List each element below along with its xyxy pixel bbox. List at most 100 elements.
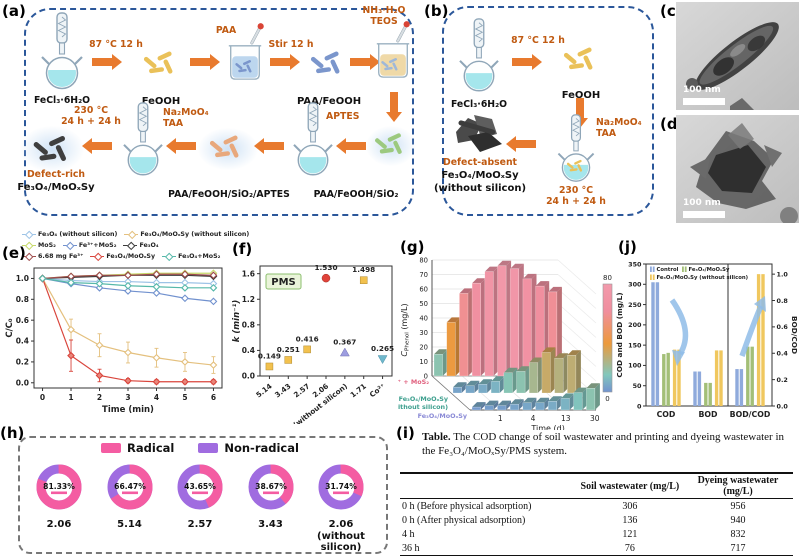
final-tag: Defect-rich bbox=[26, 169, 86, 180]
data-point bbox=[209, 361, 218, 369]
chart-text: 0.2 bbox=[16, 358, 29, 367]
z-tick-label: 50 bbox=[419, 300, 428, 308]
donut-label: 5.14 bbox=[117, 519, 142, 530]
donut-item: 31.74% 2.06 (without silicon) bbox=[308, 460, 374, 553]
chart-text: 6 bbox=[211, 393, 216, 402]
donut-percentage: 43.65% bbox=[184, 482, 216, 491]
table-cell: 940 bbox=[730, 514, 746, 526]
data-point bbox=[95, 271, 104, 280]
data-point bbox=[95, 279, 104, 288]
table-cell: 36 h bbox=[402, 542, 420, 554]
table-caption-bold: Table. bbox=[422, 431, 451, 443]
table-row: 4 h 121 832 bbox=[400, 527, 793, 541]
bar-top bbox=[453, 382, 467, 388]
left-arrow-icon bbox=[346, 142, 366, 150]
x-axis-label: Time (d) bbox=[530, 424, 564, 430]
table-header-cell bbox=[400, 473, 577, 499]
table-cell: 0 h (After physical adsorption) bbox=[402, 514, 526, 526]
decrease-arrow-icon bbox=[669, 298, 689, 356]
donut-label: 2.57 bbox=[187, 519, 213, 530]
x-tick-label: 13 bbox=[561, 414, 571, 423]
legend-label: Fe₃O₄ bbox=[139, 242, 159, 249]
bar-side bbox=[487, 379, 492, 393]
product-label: FeOOH bbox=[141, 96, 181, 107]
bar-top bbox=[484, 266, 499, 272]
bar bbox=[666, 352, 670, 406]
table-header: Soil wastewater (mg/L) Dyeing wastewater … bbox=[400, 473, 793, 499]
bar-top bbox=[472, 402, 486, 408]
chart-text: 0.8 bbox=[242, 320, 255, 329]
reagent-label: NH₃·H₂O bbox=[362, 5, 406, 16]
z-tick-label: 0 bbox=[424, 372, 428, 380]
panel-h: (h) Radical Non-radical 81.33% 2.06 66.47% 5… bbox=[0, 424, 394, 556]
chart-e-legend: Fe₃O₄ (without silicon) Fe₃O₄/MoOₓSy (wit… bbox=[22, 229, 249, 262]
cod-table: Soil wastewater (mg/L) Dyeing wastewater … bbox=[400, 472, 793, 556]
scalebar-label: 100 nm bbox=[683, 198, 721, 208]
data-point bbox=[377, 355, 388, 365]
tem-image-flake: 100 nm bbox=[676, 115, 799, 223]
table-cell: 956 bbox=[730, 500, 746, 512]
legend-label: Fe₃O₄+MoS₂ bbox=[178, 253, 221, 260]
bar-top bbox=[465, 380, 480, 386]
bar-top bbox=[497, 260, 512, 266]
donut-item: 81.33% 2.06 bbox=[26, 460, 92, 553]
bar-top bbox=[459, 288, 473, 294]
chart-text: 5 bbox=[182, 393, 187, 402]
donut-radical-arc bbox=[177, 464, 223, 510]
bar bbox=[677, 349, 681, 406]
chart-text: 50 bbox=[633, 382, 642, 390]
bar bbox=[761, 274, 765, 406]
donut-radical-arc bbox=[318, 464, 364, 510]
chart-text: 0.8 bbox=[777, 297, 789, 305]
donut-item: 43.65% 2.57 bbox=[167, 460, 233, 553]
data-point bbox=[265, 362, 274, 371]
bar-side bbox=[506, 400, 511, 410]
flask-label: FeCl₃·6H₂O bbox=[450, 99, 508, 110]
data-point bbox=[181, 283, 189, 292]
product-label: PAA/FeOOH bbox=[296, 96, 362, 107]
right-arrow-icon bbox=[190, 58, 210, 66]
bar-front bbox=[541, 352, 551, 394]
chart-shape bbox=[431, 375, 471, 411]
data-point bbox=[95, 371, 104, 380]
x-tick-label: 4 bbox=[531, 414, 536, 423]
z-axis-label: CPhenol (mg/L) bbox=[400, 303, 411, 356]
grouped-bar-chart: 0 50 100 150 200 250 300 350 0.0 0.2 0.4 0.6 0.8 1.0 C… bbox=[615, 260, 799, 419]
data-point bbox=[181, 377, 189, 386]
chart-text: 100 bbox=[628, 362, 642, 370]
glow-decoration bbox=[198, 128, 258, 170]
data-point bbox=[67, 278, 75, 287]
bar-front bbox=[497, 265, 507, 377]
bar-top bbox=[478, 379, 492, 385]
bar-front bbox=[452, 386, 462, 394]
bar-top bbox=[529, 357, 543, 363]
chart-text: 350 bbox=[628, 260, 642, 268]
chart-text: 200 bbox=[628, 321, 642, 329]
z-tick-label: 10 bbox=[419, 358, 428, 366]
chart-text: 1.2 bbox=[242, 295, 255, 304]
donut-label: 3.43 bbox=[258, 519, 283, 530]
line-chart: 0.0 0.2 0.4 0.6 0.8 1.0 0 1 2 3 4 5 6 Time (min) C/C₀ bbox=[5, 267, 223, 415]
donut-label-2: (without silicon) bbox=[317, 531, 365, 553]
table-cell: 136 bbox=[622, 514, 638, 526]
legend-label: Fe₃O₄/MoOₓSy (without silicon) bbox=[140, 231, 250, 238]
bar-front bbox=[471, 406, 481, 411]
chart-shape bbox=[557, 303, 597, 338]
tem-rod-graphic bbox=[686, 22, 779, 110]
bar bbox=[750, 346, 754, 406]
condition-text: 24 h + 24 h bbox=[546, 196, 606, 207]
pms-badge bbox=[265, 273, 302, 290]
panel-j-label: (j) bbox=[618, 238, 637, 256]
row-label-2: (without silicon) bbox=[398, 403, 448, 411]
chart-text: 2 bbox=[97, 393, 102, 402]
legend-item: Fe₃O₄ bbox=[123, 242, 159, 250]
value-label: 0.251 bbox=[277, 345, 300, 354]
bar-front bbox=[509, 268, 520, 377]
donut-radical-arc bbox=[248, 464, 293, 510]
condition-text: Stir 12 h bbox=[268, 39, 314, 50]
bar bbox=[662, 354, 666, 406]
bar-front bbox=[465, 385, 475, 394]
legend-label: Fe₃O₄/MoOₓSy bbox=[689, 267, 730, 273]
final-note: (without silicon) bbox=[433, 183, 527, 194]
bar-side bbox=[455, 317, 461, 376]
